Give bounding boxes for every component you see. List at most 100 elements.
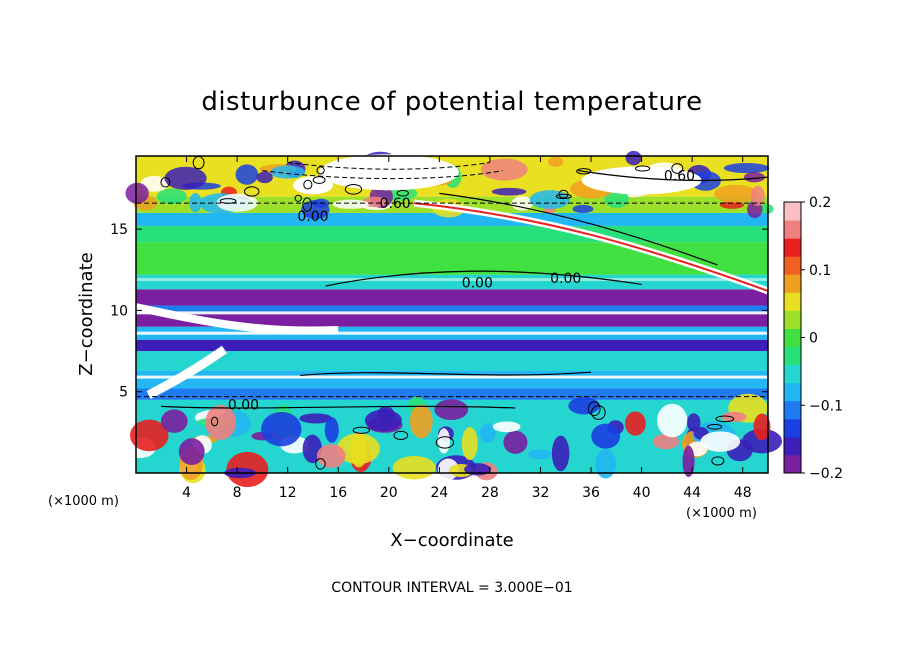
field-band <box>136 370 768 389</box>
contour-loop <box>312 176 326 184</box>
plot-area: 0.60 0.60 0.00 0.00 0.00 0.00 <box>125 150 782 488</box>
turbulent-cell <box>700 431 741 452</box>
contour-label: 0.00 <box>228 398 259 414</box>
field-band <box>136 225 768 243</box>
contour-loop <box>352 426 371 434</box>
turbulent-cell <box>595 449 616 479</box>
colorbar-swatch <box>784 400 801 420</box>
turbulent-cell <box>434 399 469 421</box>
contour-loop <box>316 166 325 175</box>
white-patch <box>318 154 459 191</box>
x-tick-label: 16 <box>329 485 347 501</box>
x-tick-label: 24 <box>430 485 448 501</box>
x-tick-label: 20 <box>380 485 398 501</box>
turbulent-cell <box>324 417 339 443</box>
contour-loop <box>294 194 302 202</box>
x-tick-label: 36 <box>582 485 600 501</box>
turbulent-cell <box>760 203 774 214</box>
contour-line <box>439 192 718 266</box>
white-patch <box>581 166 702 195</box>
colorbar-ticks: 0.2 0.1 0 −0.1 −0.2 <box>801 195 843 482</box>
turbulent-cell <box>409 404 433 439</box>
turbulent-cell <box>503 430 528 454</box>
contour-loop <box>591 405 606 420</box>
y-axis-ticks: 5 10 15 <box>110 222 768 401</box>
colorbar-swatch <box>784 202 801 221</box>
colorbar-swatch <box>784 382 801 402</box>
colorbar-swatch <box>784 238 801 257</box>
contour-loop <box>707 423 723 430</box>
turbulent-cell <box>256 171 273 184</box>
turbulent-cell <box>551 435 570 472</box>
contour-loop <box>715 415 735 423</box>
turbulent-cell <box>156 188 187 205</box>
colorbar-tick-label: 0.2 <box>809 195 831 211</box>
colorbar-tick-label: 0 <box>809 331 818 347</box>
colorbar-swatch <box>784 436 801 456</box>
y-tick-label: 5 <box>119 385 128 401</box>
plot-frame <box>135 155 769 474</box>
contour-loop <box>393 430 409 440</box>
x-tick-label: 44 <box>683 485 701 501</box>
colorbar-swatch <box>784 274 801 293</box>
turbulent-cell <box>332 199 370 209</box>
turbulent-cell <box>528 449 552 460</box>
x-axis-label: X−coordinate <box>390 530 513 551</box>
field-band <box>136 313 768 327</box>
contour-loop <box>435 436 455 449</box>
turbulent-cell <box>205 404 237 440</box>
shear-streak <box>135 303 339 335</box>
contour-loop <box>576 168 592 175</box>
turbulent-cell <box>480 158 528 181</box>
turbulent-cell <box>723 163 770 174</box>
turbulent-cell <box>742 428 782 454</box>
turbulent-cell <box>529 190 571 209</box>
y-tick-label: 10 <box>110 303 128 319</box>
contour-line <box>325 270 642 287</box>
turbulent-cell <box>686 413 701 432</box>
contour-label: 0.00 <box>297 209 328 225</box>
contour-line <box>578 170 769 182</box>
field-band <box>136 305 768 314</box>
contour-label: 0.60 <box>664 168 695 184</box>
turbulent-cell <box>479 423 496 443</box>
contour-loop <box>671 163 684 174</box>
contour-loop <box>558 189 569 199</box>
contour-loop <box>210 416 219 427</box>
colorbar-tick-label: −0.2 <box>809 466 843 482</box>
field-band <box>136 274 768 290</box>
field-band <box>136 339 768 352</box>
contour-label: 0.60 <box>380 196 411 212</box>
turbulent-cell <box>743 172 765 183</box>
contour-loop <box>160 177 171 188</box>
turbulent-cell <box>129 419 169 452</box>
contour-loop <box>634 165 651 172</box>
colorbar-swatch <box>784 292 801 311</box>
colorbar-swatch <box>784 454 801 474</box>
x-tick-label: 40 <box>633 485 651 501</box>
x-tick-label: 28 <box>481 485 499 501</box>
turbulent-cell <box>547 156 564 167</box>
x-tick-label: 32 <box>532 485 550 501</box>
turbulent-cell <box>235 164 259 185</box>
contour-loop <box>587 401 601 417</box>
turbulent-cell <box>657 403 688 438</box>
x-unit-right: (×1000 m) <box>686 506 757 521</box>
contour-loop <box>711 456 725 466</box>
turbulent-cell <box>721 411 747 423</box>
contour-loop <box>219 198 237 204</box>
contour-line <box>161 405 516 409</box>
colorbar-swatch <box>784 310 801 329</box>
field-streak <box>136 375 768 379</box>
turbulent-cell <box>178 438 205 466</box>
colorbar-swatch <box>784 364 801 384</box>
field-streak <box>136 311 768 315</box>
turbulent-cell <box>160 409 188 433</box>
turbulent-cell <box>572 204 594 214</box>
colorbar-swatch <box>784 220 801 239</box>
turbulent-cell <box>125 182 149 204</box>
colorbar <box>783 201 802 474</box>
shear-streak <box>146 345 228 399</box>
field-band <box>136 351 768 371</box>
